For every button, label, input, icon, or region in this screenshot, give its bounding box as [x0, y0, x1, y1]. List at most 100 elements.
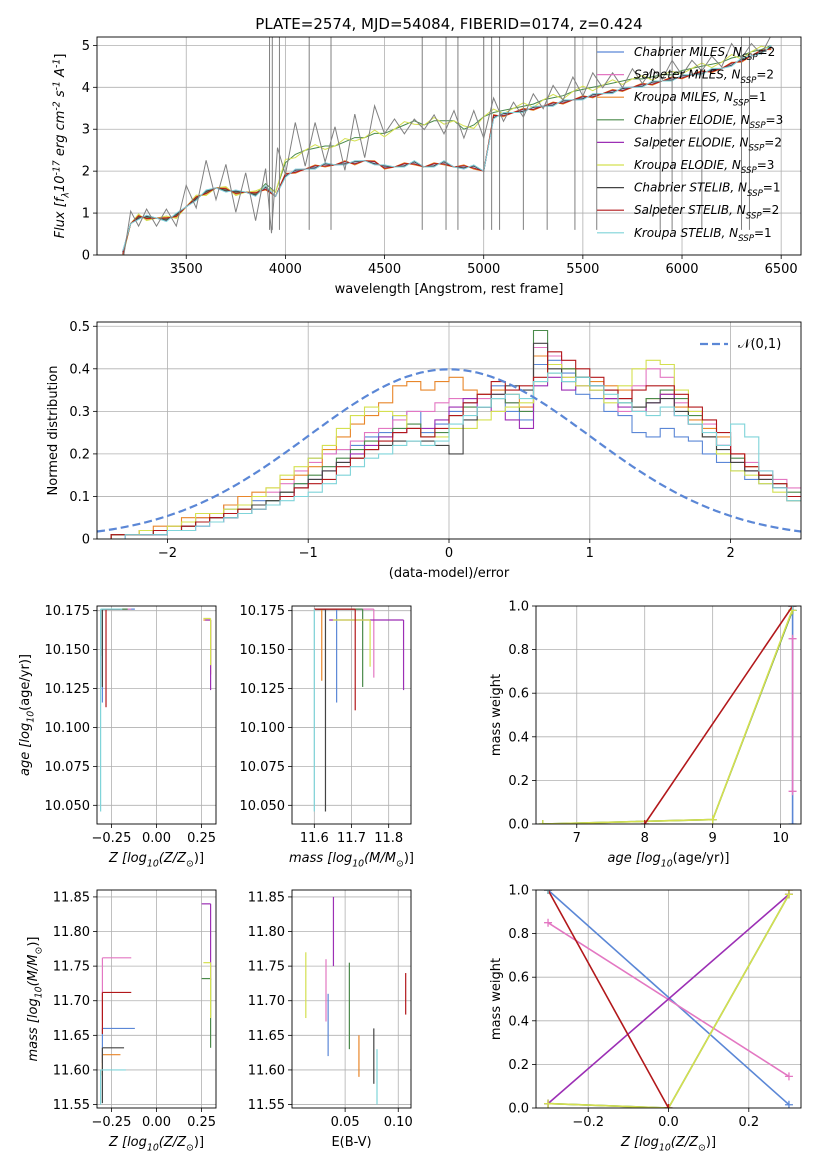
axes-frame [291, 889, 412, 1109]
weight_vs_z-plot-area [536, 890, 801, 1108]
weight-series [788, 634, 797, 796]
y-tick-label: 11.60 [248, 1063, 285, 1078]
weight-marker [538, 820, 547, 824]
y-tick-label: 4 [82, 81, 90, 96]
errorbar-point [100, 1069, 126, 1105]
y-axis-label: Normed distribution [46, 366, 61, 496]
axes-frame [96, 36, 802, 256]
weight-marker [784, 1100, 793, 1108]
residuals-legend: 𝒩(0,1) [700, 337, 781, 352]
weight-line [542, 610, 794, 824]
x-tick-label: 0.00 [142, 831, 171, 846]
spectrum-legend: Chabrier MILES, NSSP=2 Salpeter MILES, NS… [597, 45, 783, 244]
legend-label: 𝒩(0,1) [738, 337, 781, 352]
mass_vs_z-plot-area [97, 890, 216, 1108]
errorbar-point [101, 1027, 135, 1064]
x-tick-label: 4500 [368, 262, 401, 277]
x-tick-label: 11.7 [337, 831, 366, 846]
y-tick-label: 11.75 [53, 960, 90, 975]
x-tick-label: 6000 [665, 262, 698, 277]
y-tick-label: 10.175 [240, 604, 286, 619]
weight-marker [544, 918, 553, 927]
y-axis-label: mass weight [489, 958, 504, 1040]
y-tick-label: 0.4 [69, 362, 90, 377]
x-tick-label: 0.00 [142, 1115, 171, 1130]
y-tick-label: 11.80 [53, 925, 90, 940]
x-tick-label: 9 [709, 831, 717, 846]
y-tick-label: 1.0 [508, 884, 529, 899]
errorbar-point [101, 608, 132, 678]
x-tick-label: 3500 [170, 262, 203, 277]
y-tick-label: 10.150 [45, 643, 91, 658]
weight-line [547, 890, 670, 1108]
legend-label: Kroupa ELODIE, NSSP=3 [634, 158, 774, 176]
y-tick-label: 1 [82, 207, 90, 222]
x-tick-label: 2 [726, 546, 734, 561]
y-tick-label: 1.0 [508, 600, 529, 615]
weight-line [542, 610, 793, 824]
y-tick-label: 10.100 [240, 721, 286, 736]
x-tick-label: 0.05 [331, 1115, 360, 1130]
y-tick-label: 0.1 [69, 490, 90, 505]
model-spectrum-line [122, 45, 772, 251]
y-tick-label: 11.55 [53, 1098, 90, 1113]
weight-marker [544, 890, 553, 894]
x-axis-label: Z [log10(Z/Z⊙)] [108, 851, 204, 870]
x-tick-label: −1 [299, 546, 318, 561]
y-tick-label: 0.2 [69, 447, 90, 462]
weight-marker [788, 820, 797, 824]
x-tick-label: 0.25 [187, 1115, 216, 1130]
y-tick-label: 10.050 [240, 799, 286, 814]
panel-mass_vs_ebv: 0.05 0.10 11.55 11.60 11.65 11.70 11.75 11.80 11… [248, 889, 413, 1150]
weight-line [644, 606, 794, 824]
errorbar-point [105, 608, 121, 708]
x-axis-label: age [log10(age/yr)] [608, 851, 730, 870]
x-axis-label: (data-model)/error [389, 566, 510, 581]
y-tick-label: 2 [82, 165, 90, 180]
x-tick-label: −0.25 [92, 1115, 132, 1130]
weight-marker [784, 890, 793, 899]
y-tick-label: 10.150 [240, 643, 286, 658]
age_vs_z-plot-area [97, 606, 216, 824]
errorbar-point [201, 977, 212, 1048]
weight-marker [788, 606, 797, 610]
x-axis-label: Z [log10(Z/Z⊙)] [108, 1135, 204, 1154]
legend-label: Chabrier STELIB, NSSP=1 [634, 181, 781, 199]
errorbar-point [203, 619, 212, 675]
y-tick-label: 11.65 [248, 1029, 285, 1044]
y-tick-label: 11.70 [53, 994, 90, 1009]
x-tick-label: −0.25 [92, 831, 132, 846]
legend-label: Chabrier ELODIE, NSSP=3 [634, 113, 783, 131]
y-tick-label: 0.6 [508, 687, 529, 702]
x-axis-label: Z [log10(Z/Z⊙)] [620, 1135, 716, 1154]
panel-weight_vs_age: 7 8 9 10 0.0 0.2 0.4 0.6 0.8 1.0 age [log10(age/yr… [489, 600, 802, 870]
y-tick-label: 0.0 [508, 818, 529, 833]
errorbar-point [203, 617, 212, 666]
errorbar-point [314, 608, 323, 681]
y-tick-label: 10.075 [45, 760, 91, 775]
y-tick-label: 10.050 [45, 799, 91, 814]
x-tick-label: 11.8 [374, 831, 403, 846]
weight-marker [640, 820, 649, 824]
x-tick-label: 4000 [269, 262, 302, 277]
y-axis-label: mass weight [489, 674, 504, 756]
x-tick-label: 0.25 [187, 831, 216, 846]
weight-line [547, 894, 790, 1108]
weight-series [538, 606, 797, 824]
residual-histogram [97, 372, 801, 539]
y-tick-label: 5 [82, 39, 90, 54]
x-tick-label: 0.0 [658, 1115, 679, 1130]
x-axis-label: E(B-V) [331, 1135, 371, 1150]
mass_vs_ebv-plot-area [292, 890, 411, 1108]
errorbar-point [201, 903, 212, 980]
y-tick-label: 0.4 [508, 730, 529, 745]
x-tick-label: 0.2 [738, 1115, 759, 1130]
y-tick-label: 11.85 [53, 890, 90, 905]
panel-age_vs_mass: 11.6 11.7 11.8 10.050 10.075 10.100 10.125 10.1… [240, 604, 414, 869]
errorbar-point [314, 608, 375, 678]
weight-line [547, 890, 790, 1106]
y-tick-label: 0.2 [508, 774, 529, 789]
normal-distribution-curve [97, 368, 801, 533]
x-axis-label: mass [log10(M/M⊙)] [289, 851, 414, 870]
